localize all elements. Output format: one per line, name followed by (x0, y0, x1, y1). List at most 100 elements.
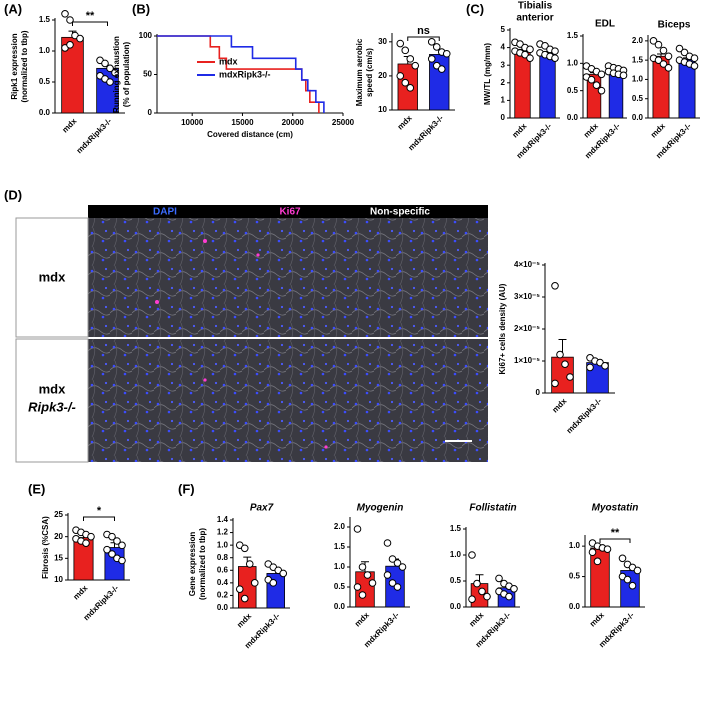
y-tick-label: 1.5 (334, 542, 346, 551)
y-tick-label: 1.5 (567, 31, 579, 40)
x-tick-label: mdx (582, 121, 600, 139)
data-point (82, 539, 90, 547)
y-tick-label: 2.0 (334, 522, 346, 531)
y-tick-label: 0 (148, 108, 153, 117)
data-point (113, 537, 121, 545)
data-point (587, 75, 596, 84)
y-tick-label: 20 (378, 71, 387, 80)
y-tick-label: 2.0 (632, 36, 644, 45)
significance-label: * (97, 505, 102, 517)
y-tick-label: 1.5 (632, 55, 644, 64)
x-tick-label: mdx (60, 116, 78, 134)
y-axis-label: MW/TL (mg/mm) (483, 43, 492, 105)
data-point (526, 45, 534, 54)
y-axis-label: Running exhaustion (112, 36, 121, 113)
data-point (603, 545, 612, 553)
y-tick-label: 0.5 (632, 94, 644, 103)
significance-label: ns (417, 25, 430, 37)
chart-title: Myogenin (357, 503, 404, 514)
data-point (690, 54, 699, 63)
data-point (406, 84, 415, 92)
data-point (468, 551, 476, 559)
x-axis-label: Covered distance (cm) (207, 130, 293, 139)
y-tick-label: 0 (536, 388, 541, 397)
y-axis-label: (% of population) (122, 42, 131, 108)
y-tick-label: 1.0 (450, 550, 462, 559)
legend-label: mdxRipk3-/- (219, 69, 271, 79)
data-point (66, 16, 74, 24)
y-tick-label: 1×10⁻⁵ (514, 356, 540, 365)
y-axis-label: Maximum aerobic (355, 38, 364, 106)
y-tick-label: 1.0 (567, 58, 579, 67)
y-tick-label: 10 (54, 575, 63, 584)
data-point (66, 41, 74, 49)
data-point (551, 54, 559, 62)
data-point (427, 38, 436, 46)
data-point (383, 571, 392, 579)
y-tick-label: 0.4 (217, 578, 229, 587)
x-tick-label: 25000 (332, 118, 355, 127)
y-tick-label: 4×10⁻⁵ (514, 260, 540, 269)
channel-label: DAPI (153, 207, 177, 218)
data-point (597, 86, 606, 95)
data-point (561, 360, 569, 369)
y-tick-label: 1.0 (569, 541, 581, 550)
data-point (118, 556, 126, 565)
y-tick-label: 0.0 (450, 602, 462, 611)
data-point (586, 363, 594, 372)
data-point (240, 544, 249, 553)
y-tick-label: 2×10⁻⁵ (514, 324, 540, 333)
chart-title: EDL (595, 19, 615, 30)
x-tick-label: 10000 (181, 118, 204, 127)
row-label: mdx (39, 381, 67, 396)
bar (429, 54, 450, 111)
data-point (597, 70, 606, 79)
y-axis-label: Fibrosis (%CSA) (41, 516, 50, 579)
data-point (432, 43, 441, 51)
data-point (240, 594, 249, 603)
significance-label: ** (86, 10, 95, 22)
data-point (690, 62, 699, 70)
data-point (592, 81, 601, 89)
y-tick-label: 0.5 (39, 77, 51, 86)
y-tick-label: 0.5 (569, 572, 581, 581)
data-point (401, 78, 410, 87)
data-point (398, 563, 407, 571)
y-tick-label: 0.0 (567, 113, 579, 122)
y-tick-label: 5 (501, 25, 506, 34)
significance-label: ** (611, 527, 620, 539)
panel-label: (F) (178, 481, 195, 496)
data-point (245, 560, 254, 568)
y-axis-label: Gene expression (188, 532, 197, 597)
channel-bar (88, 205, 488, 218)
data-point (111, 68, 119, 77)
data-point (649, 37, 658, 45)
data-point (551, 282, 559, 290)
panel-label: (B) (132, 1, 150, 16)
x-tick-label: mdx (467, 610, 485, 628)
data-point (269, 579, 278, 587)
y-axis-label: (normalized to tbp) (198, 528, 207, 600)
data-point (383, 539, 392, 547)
y-tick-label: 2 (501, 78, 506, 87)
data-point (103, 545, 111, 554)
y-tick-label: 0.0 (569, 602, 581, 611)
data-point (618, 554, 627, 563)
panel-label: (A) (4, 1, 22, 16)
bar (608, 70, 624, 119)
x-tick-label: mdxRipk3-/- (75, 116, 114, 155)
data-point (659, 46, 668, 55)
data-point (623, 575, 632, 584)
data-point (61, 10, 69, 18)
data-point (633, 566, 642, 575)
data-point (654, 56, 663, 64)
data-point (505, 592, 513, 601)
panel-label: (E) (28, 481, 45, 496)
y-tick-label: 1.5 (39, 15, 51, 24)
data-point (396, 39, 405, 48)
significance-bracket (407, 36, 440, 41)
y-tick-label: 1.5 (450, 524, 462, 533)
x-tick-label: mdx (550, 396, 568, 414)
data-point (526, 54, 534, 62)
